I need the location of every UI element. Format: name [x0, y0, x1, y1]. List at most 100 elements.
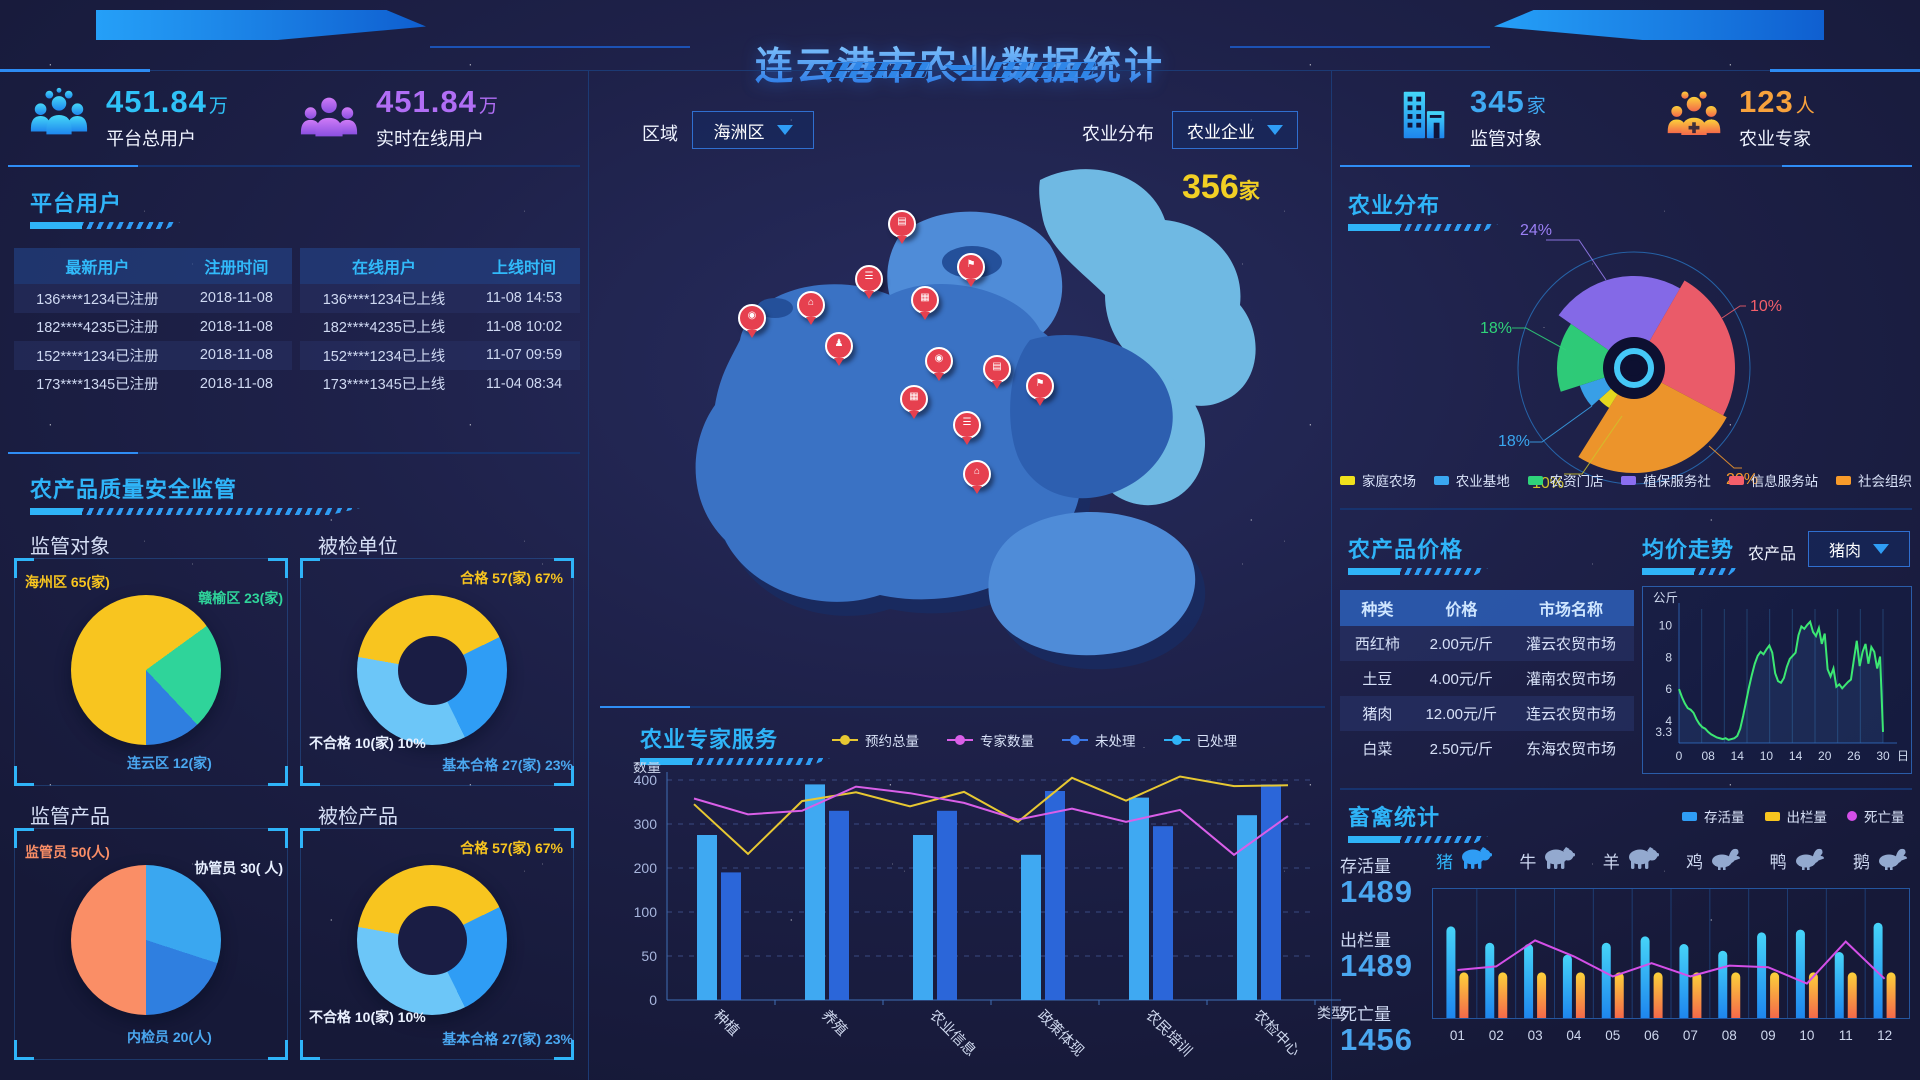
slice-label: 赣榆区 23(家) [198, 590, 283, 606]
product-select-value: 猪肉 [1828, 543, 1861, 560]
svg-text:100: 100 [634, 904, 658, 920]
region-select[interactable]: 海洲区 [692, 111, 814, 149]
legend-label: 出栏量 [1786, 810, 1828, 825]
livestock-stat-value: 1489 [1340, 874, 1413, 909]
stat-value: 123 [1739, 84, 1794, 119]
map-pin[interactable]: ⌂ [797, 291, 825, 319]
legend-item[interactable]: 信息服务站 [1728, 470, 1818, 490]
table-cell: 11-07 09:59 [485, 347, 563, 364]
table-header: 最新用户 注册时间 [14, 248, 292, 284]
table-cell: 173****1345已上线 [322, 377, 446, 394]
online-users-table: 在线用户 上线时间 136****1234已上线 11-08 14:53 182**… [300, 248, 580, 398]
column-divider-left [588, 70, 589, 1080]
distribution-select-label: 农业分布 [1082, 124, 1154, 144]
table-header: 种类 价格 市场名称 [1340, 590, 1634, 626]
section-title-price: 农产品价格 [1348, 537, 1464, 562]
map-pin[interactable]: ◉ [738, 304, 766, 332]
stat-label: 实时在线用户 [376, 129, 484, 149]
legend-swatch [1340, 475, 1355, 485]
price-trend-chart: 3.34 6 8 10 公斤 0 08 14 10 14 20 26 30 日期 [1653, 591, 1920, 763]
map-pin[interactable]: ▦ [900, 385, 928, 413]
table-cell: 182****4235已注册 [36, 320, 159, 337]
table-row: 白菜 2.50元/斤 东海农贸市场 [1340, 731, 1634, 766]
legend-item[interactable]: 专家数量 [947, 730, 1034, 750]
svg-text:04: 04 [1566, 1028, 1582, 1043]
divider-accent [0, 69, 150, 72]
section-divider [1340, 788, 1912, 790]
legend-label: 专家数量 [980, 734, 1034, 749]
table-row: 136****1234已上线 11-08 14:53 [300, 284, 580, 313]
animal-tab-鸭[interactable]: 鸭 [1770, 846, 1827, 875]
distribution-select[interactable]: 农业企业 [1172, 111, 1298, 149]
map-pin[interactable]: ⚑ [957, 253, 985, 281]
map-pin[interactable]: ⌂ [963, 460, 991, 488]
slice-label: 连云区 12(家) [127, 755, 212, 771]
legend-item[interactable]: 已处理 [1163, 730, 1237, 750]
svg-text:01: 01 [1450, 1028, 1465, 1043]
svg-text:0: 0 [649, 992, 657, 1008]
animal-label: 鸭 [1769, 853, 1787, 872]
legend-item[interactable]: 存活量 [1682, 806, 1745, 826]
section-divider [8, 452, 580, 454]
slice-label: 不合格 10(家) 10% [309, 1009, 426, 1025]
animal-tab-猪[interactable]: 猪 [1436, 846, 1493, 875]
agri-distribution-rose-chart: 24%10%20%10%18%18% [1480, 222, 1782, 492]
legend-item[interactable]: 社会组织 [1835, 470, 1912, 490]
map-pin[interactable]: ▦ [911, 286, 939, 314]
svg-text:03: 03 [1528, 1028, 1543, 1043]
map-pin[interactable]: ☰ [953, 411, 981, 439]
distribution-count: 356家 [1182, 168, 1260, 207]
stat-label: 平台总用户 [106, 129, 196, 149]
map-pin[interactable]: ▤ [983, 355, 1011, 383]
legend-item[interactable]: 植保服务社 [1621, 470, 1711, 490]
map-pin[interactable]: ◉ [925, 347, 953, 375]
expert-chart-legend: 预约总量 专家数量 未处理 已处理 [832, 730, 1237, 750]
legend-swatch [1682, 811, 1697, 821]
livestock-stat-label: 存活量 [1340, 857, 1391, 876]
animal-tab-牛[interactable]: 牛 [1519, 846, 1576, 875]
animal-tab-羊[interactable]: 羊 [1603, 846, 1660, 875]
legend-item[interactable]: 家庭农场 [1340, 470, 1416, 490]
svg-text:3.3: 3.3 [1655, 725, 1672, 739]
svg-text:14: 14 [1789, 749, 1803, 763]
table-body: 136****1234已上线 11-08 14:53 182****4235已上线 1… [300, 284, 580, 398]
svg-text:8: 8 [1665, 650, 1672, 664]
map-pin[interactable]: ⚑ [1026, 372, 1054, 400]
legend-item[interactable]: 死亡量 [1847, 806, 1905, 826]
region-map[interactable]: ▤ ☰ ⚑ ⌂ ▦ ◉ ♟ ◉ ▤ ⚑ ▦ ☰ ⌂ [600, 140, 1320, 700]
svg-text:20: 20 [1818, 749, 1832, 763]
column-header: 注册时间 [204, 260, 269, 277]
pie-chart [71, 865, 221, 1015]
title-decoration [1348, 836, 1488, 843]
table-row: 182****4235已注册 2018-11-08 [14, 313, 292, 342]
svg-text:14: 14 [1731, 749, 1745, 763]
legend-item[interactable]: 预约总量 [832, 730, 919, 750]
product-select-label: 农产品 [1748, 546, 1797, 563]
svg-text:数量: 数量 [633, 762, 661, 775]
legend-item[interactable]: 未处理 [1062, 730, 1136, 750]
map-pin[interactable]: ♟ [825, 332, 853, 360]
legend-item[interactable]: 农资门店 [1527, 470, 1604, 490]
table-cell: 猪肉 [1362, 706, 1393, 723]
count-value: 356 [1182, 168, 1239, 206]
animal-tab-鸡[interactable]: 鸡 [1686, 846, 1743, 875]
stat-value: 451.84 [376, 84, 477, 119]
animal-label: 猪 [1436, 853, 1453, 872]
map-pin[interactable]: ▤ [888, 210, 916, 238]
legend-item[interactable]: 农业基地 [1433, 470, 1510, 490]
map-pin[interactable]: ☰ [855, 265, 883, 293]
product-select[interactable]: 猪肉 [1808, 531, 1910, 567]
table-cell: 2018-11-08 [199, 290, 273, 307]
animal-tab-鹅[interactable]: 鹅 [1853, 846, 1910, 875]
stat-agri-experts: 123 人 农业专家 [1665, 84, 1815, 151]
legend-label: 社会组织 [1857, 474, 1912, 489]
price-table: 种类 价格 市场名称 西红柿 2.00元/斤 灌云农贸市场 土豆 4.00元/斤 灌南农贸… [1340, 590, 1634, 766]
svg-text:30: 30 [1876, 749, 1890, 763]
legend-marker [947, 735, 973, 745]
title-decoration [30, 508, 360, 515]
legend-swatch [1764, 811, 1780, 821]
svg-text:02: 02 [1489, 1028, 1504, 1043]
svg-text:09: 09 [1761, 1028, 1776, 1043]
legend-item[interactable]: 出栏量 [1764, 806, 1828, 826]
